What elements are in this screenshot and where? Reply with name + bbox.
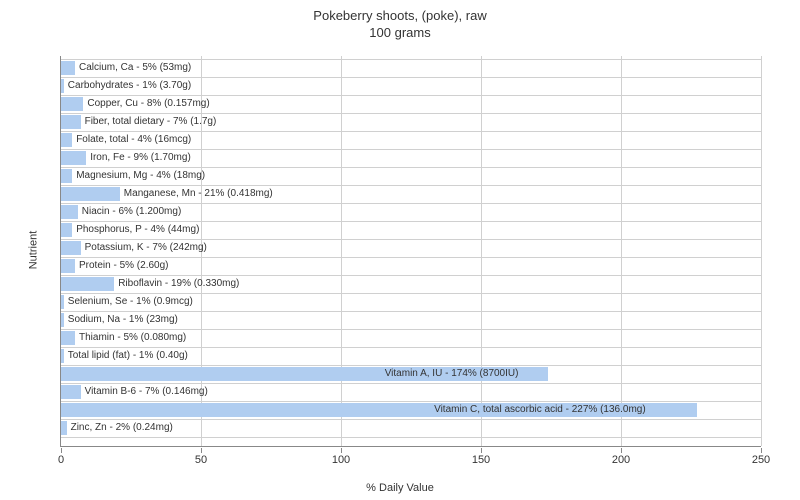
grid-line-y xyxy=(61,275,761,276)
bar xyxy=(61,295,64,309)
bar-label: Sodium, Na - 1% (23mg) xyxy=(68,313,178,327)
bar xyxy=(61,205,78,219)
bar xyxy=(61,97,83,111)
bar-label: Vitamin A, IU - 174% (8700IU) xyxy=(385,367,519,381)
bar xyxy=(61,115,81,129)
x-tick-label: 100 xyxy=(332,454,350,466)
bar xyxy=(61,151,86,165)
grid-line-y xyxy=(61,293,761,294)
grid-line xyxy=(761,56,762,446)
grid-line-y xyxy=(61,257,761,258)
grid-line-y xyxy=(61,239,761,240)
bar-label: Carbohydrates - 1% (3.70g) xyxy=(68,79,191,93)
grid-line-y xyxy=(61,329,761,330)
bar-label: Selenium, Se - 1% (0.9mcg) xyxy=(68,295,193,309)
bar xyxy=(61,385,81,399)
bar-label: Iron, Fe - 9% (1.70mg) xyxy=(90,151,191,165)
x-tick xyxy=(341,448,342,453)
bar-label: Vitamin B-6 - 7% (0.146mg) xyxy=(85,385,208,399)
bar xyxy=(61,259,75,273)
bar xyxy=(61,277,114,291)
x-tick-label: 200 xyxy=(612,454,630,466)
bar-label: Fiber, total dietary - 7% (1.7g) xyxy=(85,115,217,129)
grid-line-y xyxy=(61,77,761,78)
x-tick xyxy=(201,448,202,453)
grid-line-y xyxy=(61,365,761,366)
grid-line-y xyxy=(61,131,761,132)
title-line1: Pokeberry shoots, (poke), raw xyxy=(313,8,486,23)
bar xyxy=(61,349,64,363)
grid-line-y xyxy=(61,347,761,348)
x-tick-label: 150 xyxy=(472,454,490,466)
x-tick-label: 250 xyxy=(752,454,770,466)
x-tick xyxy=(61,448,62,453)
bar-label: Potassium, K - 7% (242mg) xyxy=(85,241,207,255)
bar xyxy=(61,169,72,183)
grid-line xyxy=(341,56,342,446)
plot-area: 050100150200250Calcium, Ca - 5% (53mg)Ca… xyxy=(60,56,761,447)
grid-line-y xyxy=(61,203,761,204)
grid-line xyxy=(621,56,622,446)
bar xyxy=(61,421,67,435)
x-tick xyxy=(761,448,762,453)
bar-label: Copper, Cu - 8% (0.157mg) xyxy=(87,97,209,111)
bar-label: Total lipid (fat) - 1% (0.40g) xyxy=(68,349,188,363)
bar-label: Magnesium, Mg - 4% (18mg) xyxy=(76,169,205,183)
y-axis-label: Nutrient xyxy=(27,231,39,270)
bar xyxy=(61,223,72,237)
x-axis-label: % Daily Value xyxy=(366,482,434,494)
grid-line-y xyxy=(61,383,761,384)
grid-line-y xyxy=(61,185,761,186)
chart-title: Pokeberry shoots, (poke), raw 100 grams xyxy=(0,0,800,42)
grid-line-y xyxy=(61,419,761,420)
x-tick-label: 50 xyxy=(195,454,207,466)
bar-label: Protein - 5% (2.60g) xyxy=(79,259,169,273)
grid-line-y xyxy=(61,167,761,168)
bar-label: Niacin - 6% (1.200mg) xyxy=(82,205,181,219)
bar xyxy=(61,133,72,147)
grid-line-y xyxy=(61,221,761,222)
grid-line xyxy=(481,56,482,446)
bar-label: Manganese, Mn - 21% (0.418mg) xyxy=(124,187,273,201)
bar xyxy=(61,61,75,75)
title-line2: 100 grams xyxy=(369,25,430,40)
bar xyxy=(61,313,64,327)
grid-line-y xyxy=(61,95,761,96)
bar-label: Folate, total - 4% (16mcg) xyxy=(76,133,191,147)
bar-label: Thiamin - 5% (0.080mg) xyxy=(79,331,186,345)
bar-label: Vitamin C, total ascorbic acid - 227% (1… xyxy=(434,403,646,417)
nutrient-chart: Pokeberry shoots, (poke), raw 100 grams … xyxy=(0,0,800,500)
bar-label: Calcium, Ca - 5% (53mg) xyxy=(79,61,191,75)
bar-label: Riboflavin - 19% (0.330mg) xyxy=(118,277,239,291)
grid-line-y xyxy=(61,59,761,60)
grid-line-y xyxy=(61,311,761,312)
bar xyxy=(61,241,81,255)
grid-line-y xyxy=(61,401,761,402)
grid-line-y xyxy=(61,149,761,150)
bar-label: Phosphorus, P - 4% (44mg) xyxy=(76,223,199,237)
x-tick-label: 0 xyxy=(58,454,64,466)
bar-label: Zinc, Zn - 2% (0.24mg) xyxy=(71,421,173,435)
x-tick xyxy=(481,448,482,453)
grid-line-y xyxy=(61,113,761,114)
grid-line-y xyxy=(61,437,761,438)
bar xyxy=(61,331,75,345)
x-tick xyxy=(621,448,622,453)
bar xyxy=(61,79,64,93)
bar xyxy=(61,187,120,201)
